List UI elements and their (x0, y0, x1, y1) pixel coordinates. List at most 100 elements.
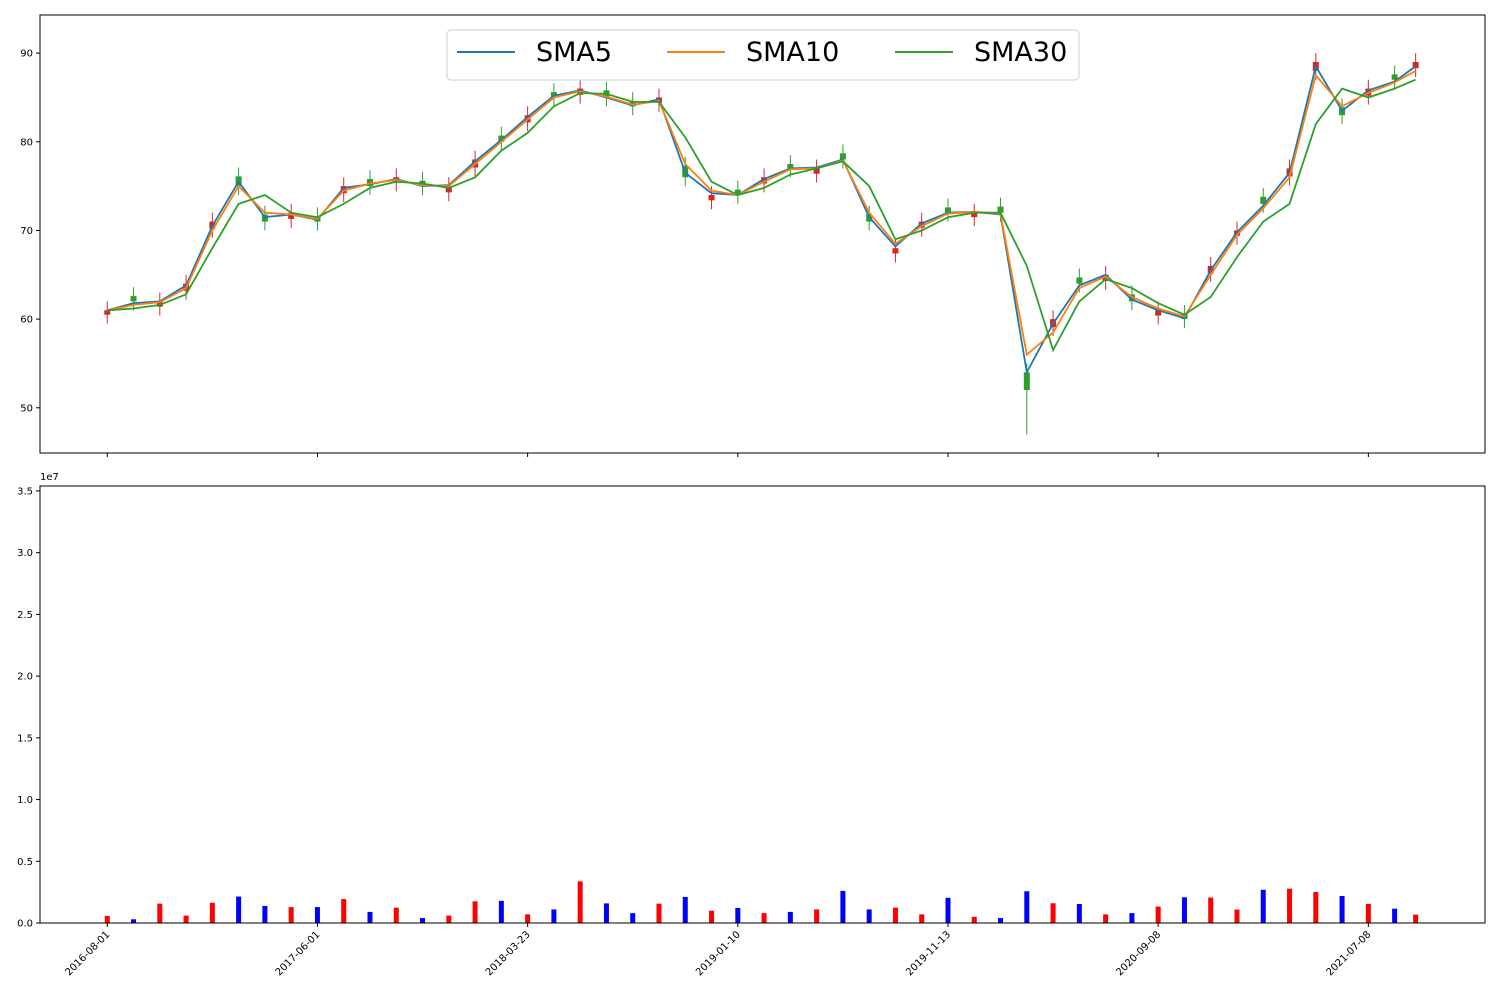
candle-body (944, 207, 951, 213)
legend-label: SMA10 (746, 37, 839, 68)
volume-bar (1365, 903, 1371, 923)
volume-bar (236, 896, 242, 923)
volume-bar (1103, 914, 1109, 923)
volume-bar (104, 915, 110, 923)
volume-bar (1313, 892, 1319, 923)
sma-line (107, 64, 1417, 376)
volume-bar (656, 903, 662, 923)
candle-body (1023, 372, 1030, 391)
volume-bar (367, 911, 373, 923)
volume-bar (472, 901, 478, 923)
legend-label: SMA5 (536, 37, 612, 68)
volume-bar (787, 911, 793, 923)
volume-bar (603, 903, 609, 923)
volume-bar (209, 902, 215, 923)
candle-body (708, 194, 715, 201)
y-tick-label: 90 (20, 49, 33, 60)
y-tick-label: 3.0 (17, 548, 33, 559)
volume-bar (498, 900, 504, 923)
y-tick-label: 70 (20, 226, 33, 237)
volume-bar (814, 909, 820, 923)
volume-bar (393, 907, 399, 923)
candle-body (498, 135, 505, 142)
candle-body (734, 189, 741, 195)
candle-body (1102, 274, 1109, 281)
volume-bar (341, 899, 347, 923)
candle-body (918, 221, 925, 228)
candle-body (761, 177, 768, 184)
volume-bar (183, 915, 189, 923)
volume-bar (840, 890, 846, 923)
volume-bar (735, 907, 741, 923)
sma-line (107, 78, 1416, 353)
x-tick-label: 2016-08-01 (64, 929, 113, 978)
volume-bar (1208, 897, 1214, 923)
y-tick-label: 3.5 (17, 486, 33, 497)
volume-bar (288, 907, 294, 923)
volume-bar (1129, 913, 1135, 923)
volume-bar (866, 909, 872, 923)
candle-body (104, 310, 111, 315)
plot-frame (39, 485, 1486, 924)
volume-bar (1392, 908, 1398, 923)
volume-bar (1076, 903, 1082, 923)
candle-body (787, 163, 794, 169)
candle-body (366, 179, 373, 187)
plot-frame (39, 14, 1486, 454)
legend-label: SMA30 (974, 37, 1067, 68)
y-tick-label: 2.0 (17, 672, 33, 683)
candle-body (997, 206, 1004, 213)
sma-line (107, 70, 1417, 357)
volume-bar (919, 914, 925, 923)
offset-label: 1e7 (40, 472, 59, 483)
volume-bar (1234, 909, 1240, 923)
volume-bar (630, 913, 636, 923)
candle-body (1076, 277, 1083, 284)
x-tick-label: 2020-09-08 (1114, 929, 1163, 978)
y-tick-label: 1.5 (17, 733, 33, 744)
candle-body (1391, 74, 1398, 80)
volume-bar (262, 905, 268, 923)
volume-bar (682, 896, 688, 923)
volume-bar (420, 918, 426, 923)
volume-bar (761, 913, 767, 923)
volume-bar (1413, 914, 1419, 923)
legend-box (446, 29, 1080, 81)
candle-body (1155, 310, 1162, 316)
candle-body (130, 296, 137, 302)
candle-body (288, 212, 295, 219)
y-tick-label: 1.0 (17, 795, 33, 806)
volume-bar (551, 909, 557, 923)
y-tick-label: 2.5 (17, 610, 33, 621)
y-tick-label: 60 (20, 315, 33, 326)
volume-bar (998, 918, 1004, 923)
volume-bar (1155, 906, 1161, 923)
x-tick-label: 2021-07-08 (1325, 929, 1374, 978)
volume-bar (945, 897, 951, 923)
volume-bar (892, 907, 898, 923)
x-tick-label: 2018-03-23 (484, 929, 533, 978)
candle-body (1412, 61, 1419, 69)
volume-bar (1024, 891, 1030, 923)
y-tick-label: 50 (20, 403, 33, 414)
legend: SMA5 SMA10 SMA30 (446, 29, 1080, 81)
volume-bar (1287, 888, 1293, 923)
volume-bar (971, 916, 977, 923)
volume-bar (709, 910, 715, 923)
volume-bar (1050, 903, 1056, 923)
candle-body (892, 248, 899, 254)
x-tick-label: 2017-06-01 (274, 929, 323, 978)
volume-bar (577, 881, 583, 923)
volume-bar (1339, 895, 1345, 923)
volume-bar (1181, 897, 1187, 923)
volume-bar (1260, 889, 1266, 923)
candle-body (1260, 196, 1267, 204)
volume-bar (525, 914, 531, 923)
volume-bar (157, 903, 163, 923)
candle-body (839, 153, 846, 160)
y-tick-label: 0.5 (17, 857, 33, 868)
volume-bar (131, 919, 137, 923)
candle-body (813, 168, 820, 174)
